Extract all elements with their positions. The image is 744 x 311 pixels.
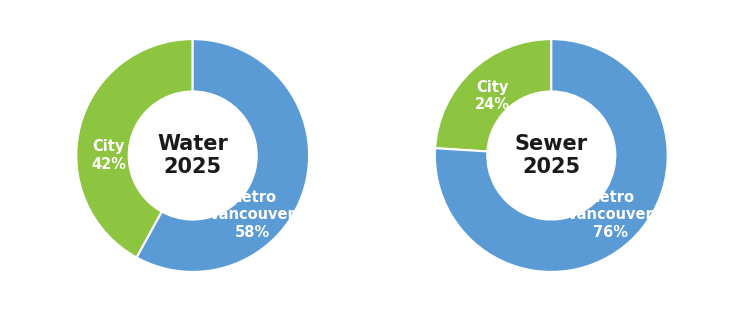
Wedge shape: [77, 39, 193, 258]
Wedge shape: [435, 39, 667, 272]
Wedge shape: [137, 39, 309, 272]
Text: Sewer
2025: Sewer 2025: [515, 134, 588, 177]
Wedge shape: [435, 39, 551, 151]
Text: Water
2025: Water 2025: [157, 134, 228, 177]
Text: Metro
Vancouver
76%: Metro Vancouver 76%: [567, 190, 654, 240]
Text: City
24%: City 24%: [475, 80, 510, 113]
Text: City
42%: City 42%: [92, 139, 126, 172]
Text: Metro
Vancouver
58%: Metro Vancouver 58%: [208, 190, 295, 240]
